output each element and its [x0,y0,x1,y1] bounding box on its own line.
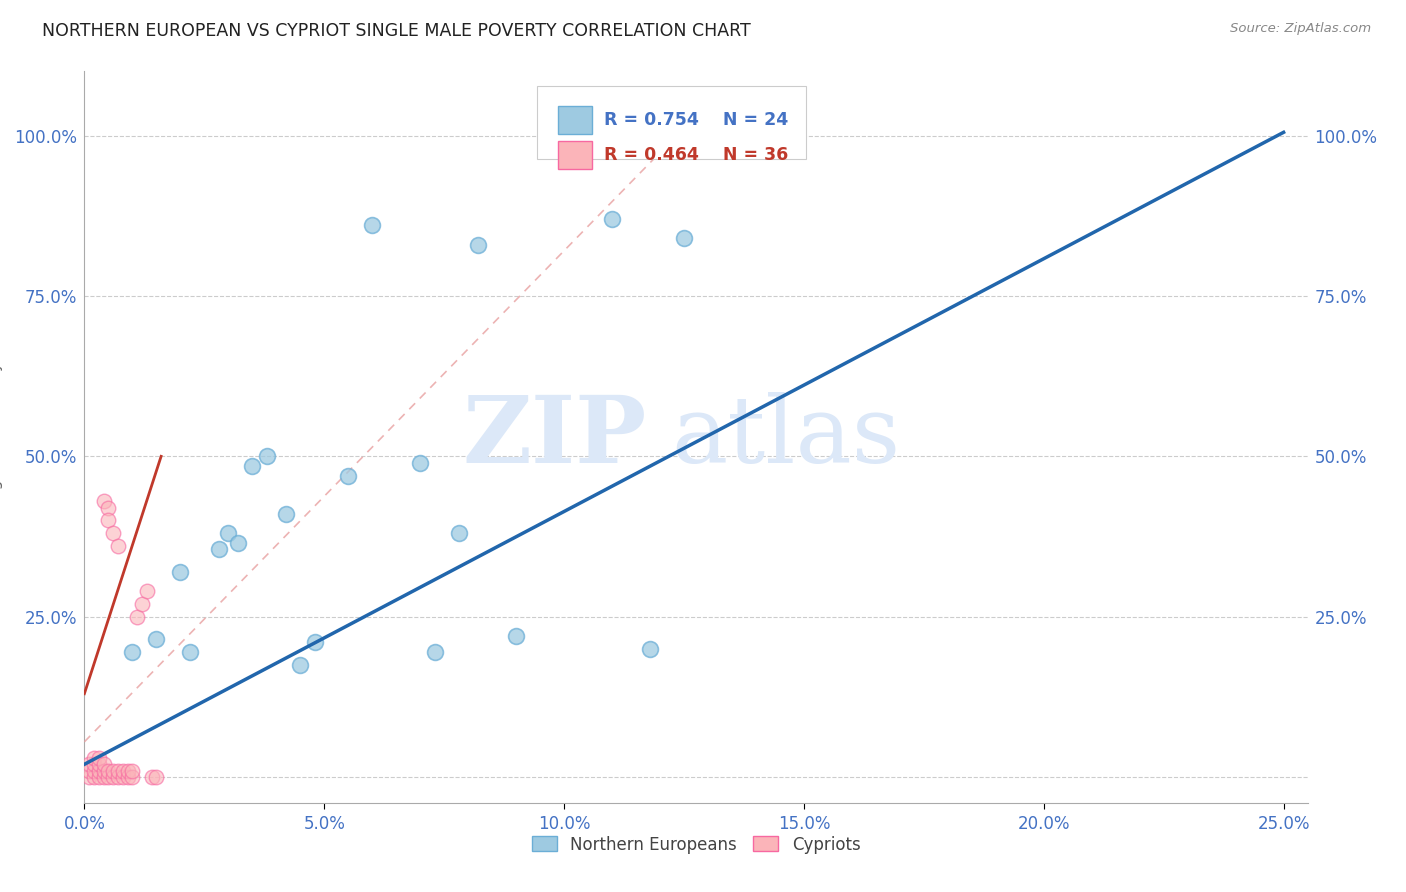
Point [553,128,575,143]
Point [447,526,470,541]
Point [107,770,129,784]
Point [93,757,115,772]
Point [87,757,110,772]
Point [87,770,110,784]
Point [83,757,105,772]
Point [111,764,134,778]
Point [83,751,105,765]
Point [77,764,100,778]
Point [107,539,129,553]
Point [93,770,115,784]
Point [145,770,167,784]
Point [240,458,263,473]
Point [101,526,124,541]
Point [77,770,100,784]
Point [640,641,662,656]
Point [423,645,446,659]
FancyBboxPatch shape [537,86,806,159]
Point [208,542,231,557]
Point [179,645,201,659]
Point [117,770,139,784]
Text: R = 0.754    N = 24: R = 0.754 N = 24 [605,111,789,128]
Point [111,770,134,784]
Point [304,635,326,649]
Point [117,764,139,778]
Point [226,536,249,550]
Point [505,629,527,643]
Point [467,237,489,252]
Point [576,122,599,136]
FancyBboxPatch shape [558,141,592,169]
Point [274,507,297,521]
Point [93,494,115,508]
Point [101,764,124,778]
Point [145,632,167,647]
Text: NORTHERN EUROPEAN VS CYPRIOT SINGLE MALE POVERTY CORRELATION CHART: NORTHERN EUROPEAN VS CYPRIOT SINGLE MALE… [42,22,751,40]
Y-axis label: Single Male Poverty: Single Male Poverty [0,361,3,513]
Legend: Northern Europeans, Cypriots: Northern Europeans, Cypriots [524,829,868,860]
Point [87,764,110,778]
Point [217,526,239,541]
Point [83,764,105,778]
Point [409,456,432,470]
Point [135,584,157,599]
Point [337,468,360,483]
Point [256,450,278,464]
Point [97,764,120,778]
Point [131,597,153,611]
Point [77,757,100,772]
Point [361,219,384,233]
Point [97,770,120,784]
Point [121,770,143,784]
Point [141,770,163,784]
Point [107,764,129,778]
Point [93,764,115,778]
Point [97,514,120,528]
Point [290,657,312,672]
Point [83,770,105,784]
Point [672,231,695,245]
FancyBboxPatch shape [558,106,592,134]
Point [97,500,120,515]
Point [169,565,191,579]
Text: R = 0.464    N = 36: R = 0.464 N = 36 [605,145,789,164]
Point [87,751,110,765]
Point [101,770,124,784]
Point [121,645,143,659]
Point [127,609,149,624]
Point [121,764,143,778]
Point [600,211,623,226]
Text: Source: ZipAtlas.com: Source: ZipAtlas.com [1230,22,1371,36]
Text: ZIP: ZIP [463,392,647,482]
Text: atlas: atlas [672,392,901,482]
